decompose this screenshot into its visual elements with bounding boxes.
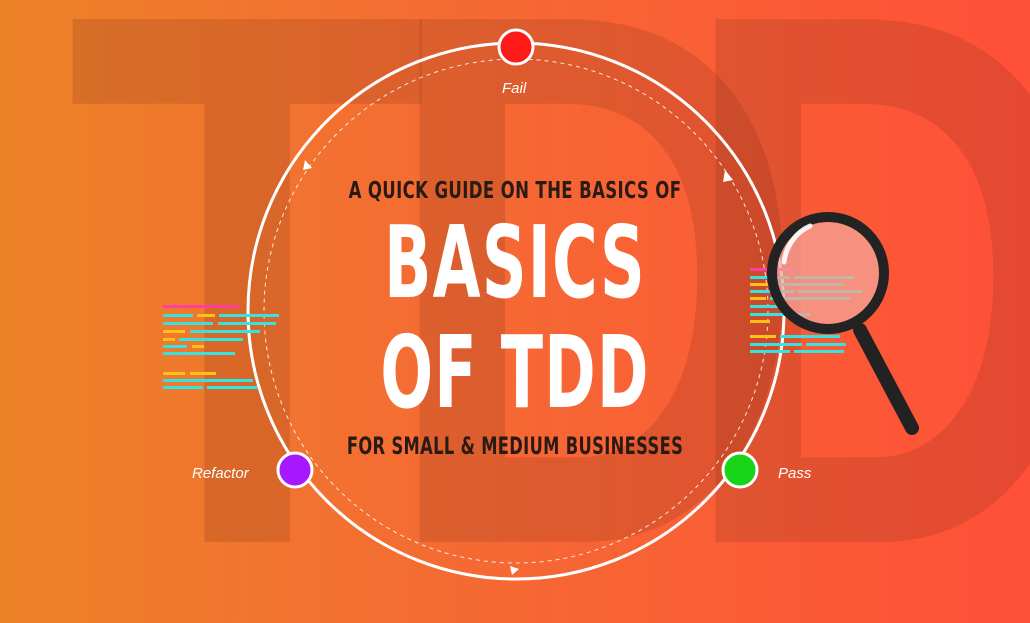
magnifying-glass-icon [767,212,919,435]
cycle-arrow-icon [303,160,312,170]
title-subtitle: FOR SMALL & MEDIUM BUSINESSES [346,432,684,460]
code-snippet-icon [163,305,279,389]
title-kicker: A QUICK GUIDE ON THE BASICS OF [348,178,682,204]
watermark-letter-d: D [380,0,808,623]
pass-stage-label: Pass [778,465,812,482]
pass-stage-node [721,451,759,489]
fail-stage-label: Fail [502,80,527,97]
cycle-arrow-icon [723,170,733,182]
refactor-stage-node [276,451,314,489]
refactor-stage-label: Refactor [192,465,249,482]
page-title-line-2: OF TDD [380,314,650,431]
cycle-arrow-icon [510,566,519,575]
page-title-line-1: BASICS [384,204,646,321]
fail-stage-node [497,28,535,66]
